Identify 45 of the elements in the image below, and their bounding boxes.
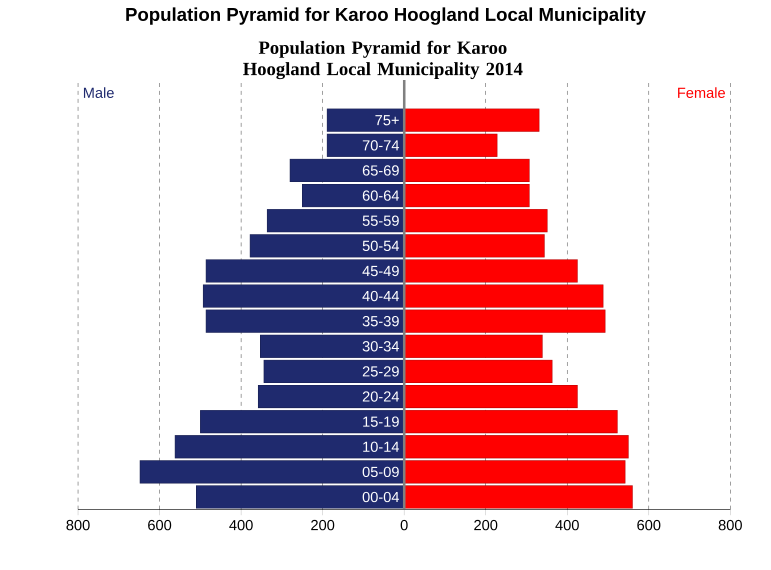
- x-tick-label: 200: [474, 520, 498, 530]
- y-tick-label: 55-59: [362, 216, 399, 226]
- text: Population Pyramid for Karoo Hoogland Local Municipality: [126, 8, 646, 25]
- y-tick-label: 10-14: [363, 442, 400, 452]
- y-tick-label: 05-09: [362, 466, 399, 478]
- x-tick-label: 0: [400, 520, 408, 530]
- y-tick-label: 00-04: [362, 492, 400, 502]
- text: Female: [678, 87, 725, 98]
- bar: [196, 486, 404, 509]
- y-tick-label: 15-19: [363, 416, 399, 428]
- y-tick-label: 60-64: [362, 190, 400, 201]
- bar: [404, 159, 530, 182]
- x-tick-label: 800: [66, 520, 90, 530]
- x-tick-label: 600: [148, 520, 172, 530]
- x-tick-label: 800: [718, 520, 742, 530]
- bar: [404, 184, 530, 208]
- bar: [140, 460, 404, 484]
- x-tick-label: 600: [637, 520, 660, 530]
- bar: [258, 385, 404, 408]
- bar: [404, 260, 578, 283]
- chart-title: Population Pyramid for Karoo Hoogland Local Municipality 2014: [243, 40, 523, 80]
- bar: [404, 486, 633, 509]
- y-tick-label: 35-39: [362, 316, 399, 327]
- x-tick-label: 200: [311, 520, 334, 530]
- x-tick-label: 400: [229, 520, 253, 530]
- y-tick-label: 25-29: [362, 366, 399, 377]
- y-tick-label: 45-49: [362, 266, 399, 276]
- bar: [404, 385, 578, 408]
- bar: [404, 284, 604, 308]
- y-tick-label: 30-34: [362, 341, 400, 352]
- y-tick-label: 50-54: [362, 240, 400, 252]
- y-tick-label: 20-24: [362, 392, 400, 402]
- y-tick-label: 70-74: [362, 140, 400, 151]
- x-tick-label: 400: [555, 520, 579, 530]
- y-tick-label: 75+: [375, 115, 399, 126]
- bar: [302, 184, 404, 208]
- text: Male: [84, 87, 114, 98]
- bar: [206, 260, 404, 283]
- bar: [404, 460, 626, 484]
- y-tick-label: 40-44: [362, 291, 400, 302]
- bar: [202, 284, 404, 308]
- y-tick-label: 65-69: [362, 166, 399, 176]
- bar: [290, 159, 404, 182]
- bar: [264, 360, 404, 384]
- bar: [404, 360, 552, 384]
